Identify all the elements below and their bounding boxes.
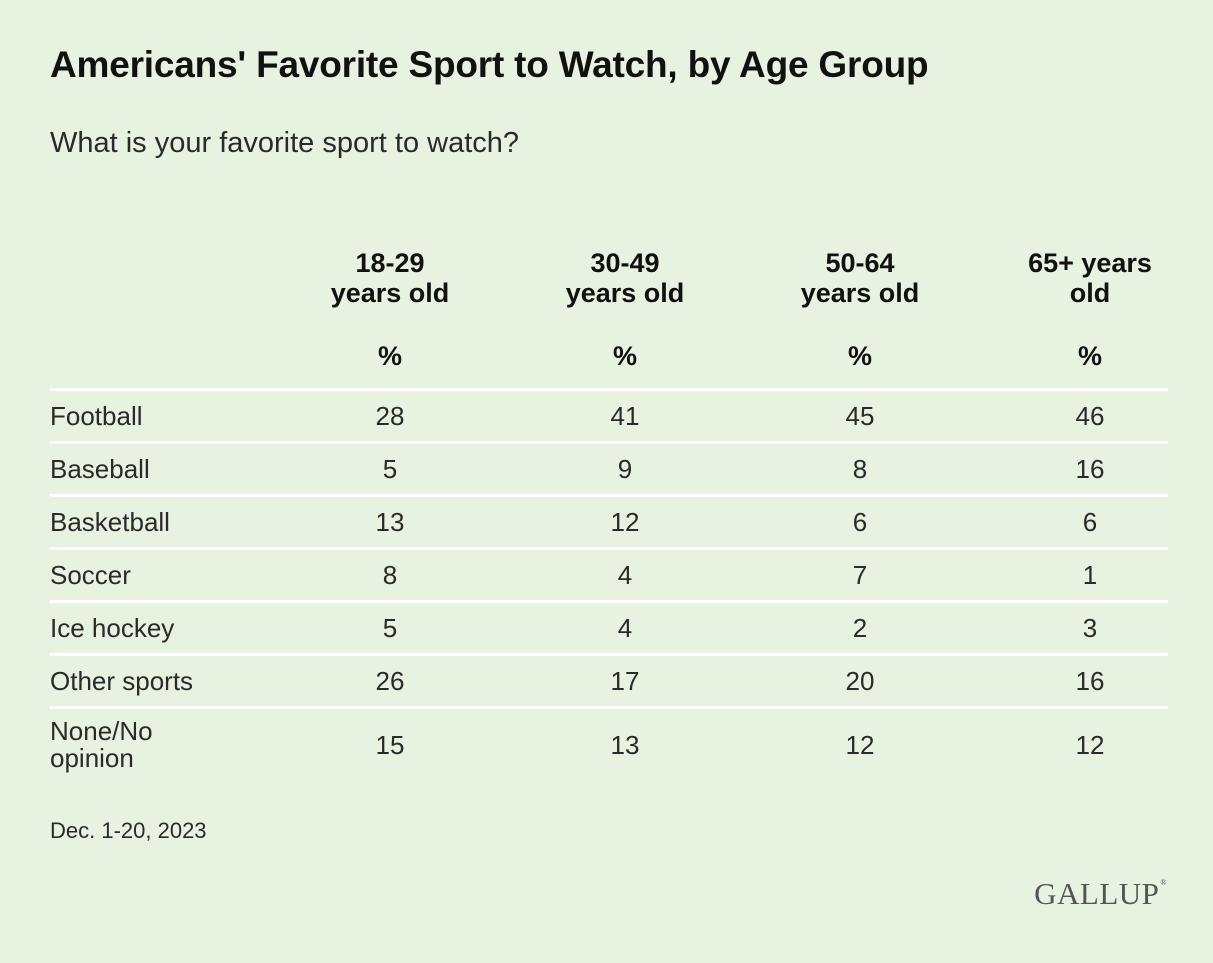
table-cell: 4 [617,612,633,643]
column-header-3: 65+ years old [980,248,1200,308]
table-cell: 8 [382,559,398,590]
row-label: Football [50,400,143,431]
table-cell: 6 [852,506,868,537]
table-cell: 8 [852,453,868,484]
column-unit-1: % [612,341,637,371]
gallup-logo-text: GALLUP [1034,876,1160,911]
table-row: Soccer 8 4 7 1 [50,547,1168,600]
table-cell: 28 [375,400,405,431]
registered-mark: ® [1160,878,1167,887]
table-cell: 16 [1075,453,1105,484]
column-header-line1: 30-49 [590,248,660,278]
row-label-line2: opinion [50,743,134,773]
column-header-0: 18-29 years old [280,248,500,308]
row-label: None/No opinion [50,709,250,781]
table-cell: 5 [382,612,398,643]
table-header: 18-29 years old% 30-49 years old% 50-64 years… [50,248,1168,388]
survey-date: Dec. 1-20, 2023 [50,818,207,843]
table-cell: 46 [1075,400,1105,431]
row-label: Ice hockey [50,612,175,643]
table-cell: 2 [852,612,868,643]
row-label: Basketball [50,506,170,537]
row-label: Soccer [50,559,131,590]
row-label-line1: None/No [50,716,153,746]
table-cell: 12 [610,506,640,537]
column-header-2: 50-64 years old [750,248,970,308]
table-cell: 12 [845,729,875,760]
column-header-line2: old [1069,278,1111,308]
table-cell: 45 [845,400,875,431]
column-header-line1: 65+ years [1028,248,1152,278]
table-cell: 1 [1082,559,1098,590]
chart-title: Americans' Favorite Sport to Watch, by A… [50,44,929,85]
table-row: Other sports 26 17 20 16 [50,653,1168,706]
table-cell: 9 [617,453,633,484]
chart-subtitle: What is your favorite sport to watch? [50,127,520,159]
column-header-line1: 18-29 [355,248,425,278]
column-header-line2: years old [800,278,920,308]
table-row: Football 28 41 45 46 [50,388,1168,441]
row-label: Other sports [50,665,194,696]
column-header-line2: years old [330,278,450,308]
table-row: None/No opinion 15 13 12 12 [50,706,1168,781]
column-unit-2: % [847,341,872,371]
table-row: Ice hockey 5 4 2 3 [50,600,1168,653]
table-cell: 20 [845,665,875,696]
column-header-1: 30-49 years old [515,248,735,308]
table-cell: 6 [1082,506,1098,537]
table-cell: 12 [1075,729,1105,760]
table-cell: 3 [1082,612,1098,643]
column-unit-3: % [1077,341,1102,371]
table-cell: 26 [375,665,405,696]
column-header-line2: years old [565,278,685,308]
data-table: 18-29 years old% 30-49 years old% 50-64 years… [50,248,1168,781]
table-row: Basketball 13 12 6 6 [50,494,1168,547]
table-cell: 16 [1075,665,1105,696]
row-label: Baseball [50,453,150,484]
table-cell: 17 [610,665,640,696]
table-cell: 5 [382,453,398,484]
table-cell: 13 [610,729,640,760]
column-unit-0: % [377,341,402,371]
table-cell: 15 [375,729,405,760]
table-cell: 41 [610,400,640,431]
table-cell: 7 [852,559,868,590]
table-row: Baseball 5 9 8 16 [50,441,1168,494]
table-cell: 13 [375,506,405,537]
gallup-logo: GALLUP® [1034,876,1167,912]
column-header-line1: 50-64 [825,248,895,278]
table-cell: 4 [617,559,633,590]
